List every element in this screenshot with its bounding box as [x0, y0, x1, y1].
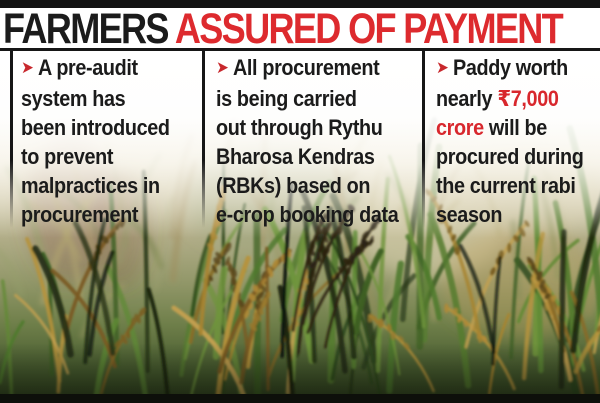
- arrow-bullet-icon: ➤: [21, 58, 34, 77]
- fact-line: the current rabi: [436, 173, 576, 198]
- fact-line: is being carried: [216, 86, 357, 111]
- highlight-amount: ₹7,000: [497, 86, 559, 111]
- header-rule: [0, 48, 600, 51]
- fact-line: ➤ Paddy worth: [436, 55, 568, 80]
- title-black-text: FARMERS: [3, 5, 175, 53]
- arrow-bullet-icon: ➤: [216, 58, 229, 77]
- title-band: FARMERS ASSURED OF PAYMENT: [0, 8, 600, 51]
- title-red-text: ASSURED OF PAYMENT: [174, 5, 564, 53]
- fact-line: e-crop booking data: [216, 202, 399, 227]
- fact-line: system has: [21, 86, 126, 111]
- fact-column-3: ➤ Paddy worth nearly ₹7,000 crore will be…: [422, 53, 600, 229]
- fact-column-1: ➤ A pre-audit system has been introduced …: [10, 53, 202, 229]
- column-divider-2: [422, 50, 425, 228]
- column-divider-1: [202, 50, 205, 228]
- fact-columns: ➤ A pre-audit system has been introduced …: [10, 53, 600, 229]
- fact-line: out through Rythu: [216, 115, 383, 140]
- highlight-amount: crore: [436, 115, 484, 140]
- fact-column-2: ➤ All procurement is being carried out th…: [202, 53, 422, 229]
- fact-line: been introduced: [21, 115, 170, 140]
- fact-line: malpractices in: [21, 173, 160, 198]
- white-fade-overlay: [0, 43, 600, 238]
- page-title: FARMERS ASSURED OF PAYMENT: [3, 8, 564, 51]
- top-black-bar: [0, 0, 600, 8]
- column-edge-line: [10, 50, 13, 228]
- fact-line: ➤ A pre-audit: [21, 55, 138, 80]
- fact-line: procured during: [436, 144, 584, 169]
- bottom-black-bar: [0, 394, 600, 403]
- fact-line: crore will be: [436, 115, 547, 140]
- arrow-bullet-icon: ➤: [436, 58, 449, 77]
- fact-line: ➤ All procurement: [216, 55, 380, 80]
- fact-line: procurement: [21, 202, 139, 227]
- fact-line: to prevent: [21, 144, 114, 169]
- fact-line: nearly ₹7,000: [436, 86, 559, 111]
- fact-line: Bharosa Kendras: [216, 144, 375, 169]
- fact-line: (RBKs) based on: [216, 173, 371, 198]
- fact-line: season: [436, 202, 503, 227]
